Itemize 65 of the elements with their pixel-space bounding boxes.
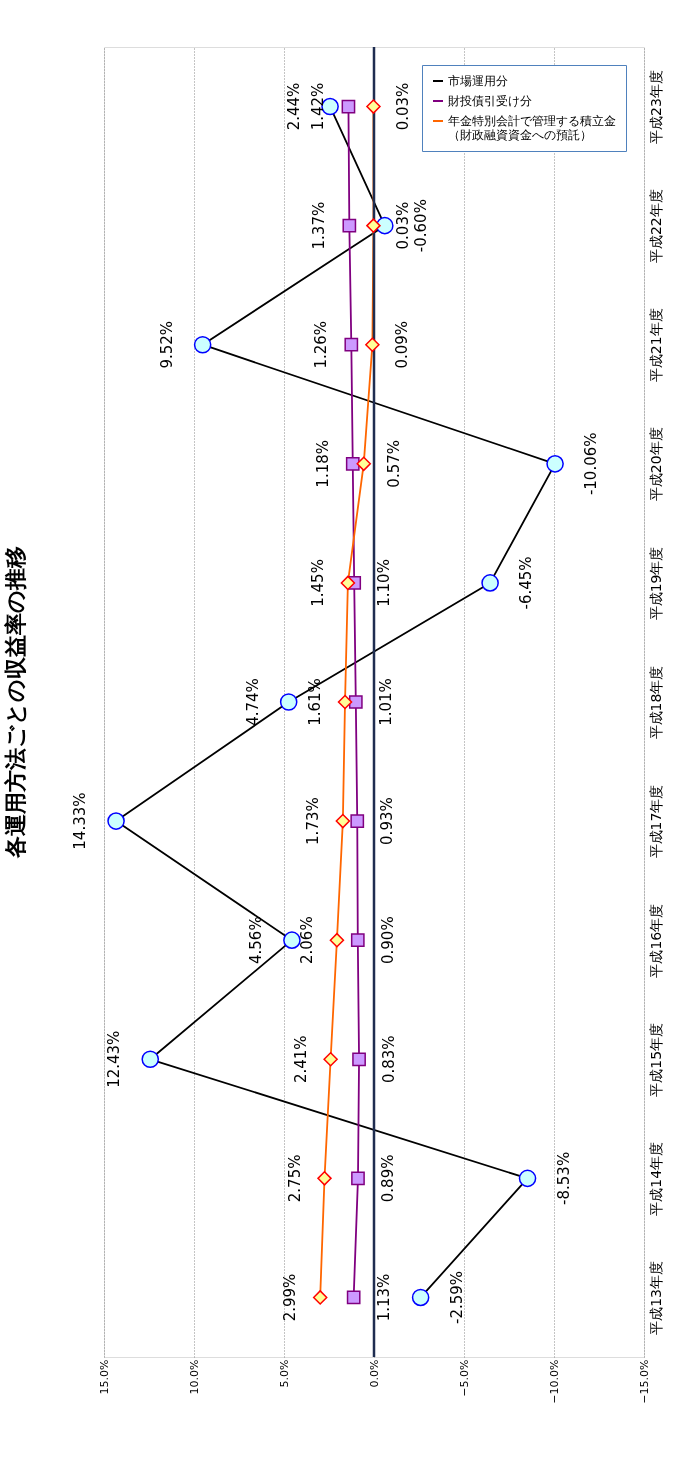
data-label: 1.37% (310, 201, 329, 250)
data-label: 14.33% (71, 792, 90, 850)
data-label: -6.45% (517, 556, 536, 610)
data-label: 0.83% (380, 1035, 399, 1084)
data-label: 0.03% (394, 82, 413, 131)
point (342, 218, 357, 233)
data-label: -2.59% (447, 1270, 466, 1324)
x-tick-label: 0.0% (367, 1359, 381, 1388)
data-label: -8.53% (554, 1151, 573, 1205)
data-label: -0.60% (411, 199, 430, 253)
data-label: 9.52% (157, 320, 176, 369)
data-label: 2.75% (285, 1154, 304, 1203)
point (350, 814, 365, 828)
x-tick-label: 5.0% (277, 1359, 291, 1388)
y-tick-label: 平成13年度 (647, 1261, 664, 1335)
x-tick-label: 10.0% (187, 1359, 201, 1395)
point (346, 1290, 361, 1305)
x-tick-label: −10.0% (547, 1359, 561, 1404)
point (351, 1171, 365, 1186)
data-label: 0.90% (378, 916, 397, 965)
legend-label: 財投債引受け分 (448, 94, 532, 108)
y-tick-label: 平成16年度 (647, 903, 664, 978)
data-label: 0.57% (384, 439, 403, 488)
data-label: 0.09% (393, 320, 412, 369)
x-tick-label: −5.0% (457, 1359, 471, 1397)
data-label: 1.26% (312, 320, 331, 369)
y-tick-label: 平成20年度 (647, 427, 664, 502)
data-label: 1.45% (308, 559, 327, 607)
data-label: 0.89% (378, 1154, 397, 1203)
data-label: 0.03% (394, 201, 413, 250)
y-tick-label: 平成22年度 (647, 189, 664, 264)
y-tick-label: 平成18年度 (647, 665, 664, 740)
y-tick-label: 平成15年度 (647, 1022, 664, 1097)
point (344, 337, 359, 352)
point (341, 99, 356, 114)
data-label: 2.99% (281, 1273, 300, 1322)
legend-label: 市場運用分 (448, 74, 508, 88)
point (348, 695, 363, 709)
y-tick-label: 平成17年度 (647, 784, 664, 859)
y-tick-label: 平成19年度 (647, 546, 664, 621)
data-label: 1.42% (309, 82, 328, 131)
data-label: 1.73% (303, 797, 322, 845)
data-label: 1.01% (376, 678, 395, 726)
y-tick-label: 平成14年度 (647, 1141, 664, 1216)
data-label: 1.61% (306, 678, 325, 726)
point (350, 933, 365, 948)
data-label: 2.06% (297, 916, 316, 965)
point (345, 456, 360, 471)
data-label: 1.13% (374, 1273, 393, 1322)
data-label: 4.56% (246, 916, 265, 965)
data-label: 4.74% (243, 678, 262, 726)
data-label: 12.43% (105, 1030, 124, 1088)
x-tick-label: 15.0% (97, 1359, 111, 1395)
data-label: 1.18% (313, 439, 332, 488)
text: 各運用方法ごとの収益率の推移 (3, 546, 29, 859)
point (352, 1052, 366, 1067)
data-label: 1.10% (375, 559, 394, 607)
y-tick-label: 平成23年度 (647, 70, 664, 144)
data-label: 2.44% (285, 82, 304, 131)
data-label: 0.93% (378, 797, 397, 845)
legend-label: 年金特別会計で管理する積立金（財政融資資金への預託） (448, 114, 616, 142)
data-label: 2.41% (291, 1035, 310, 1084)
data-label: -10.06% (582, 432, 601, 496)
x-tick-label: −15.0% (637, 1359, 651, 1404)
y-tick-label: 平成21年度 (647, 308, 664, 383)
